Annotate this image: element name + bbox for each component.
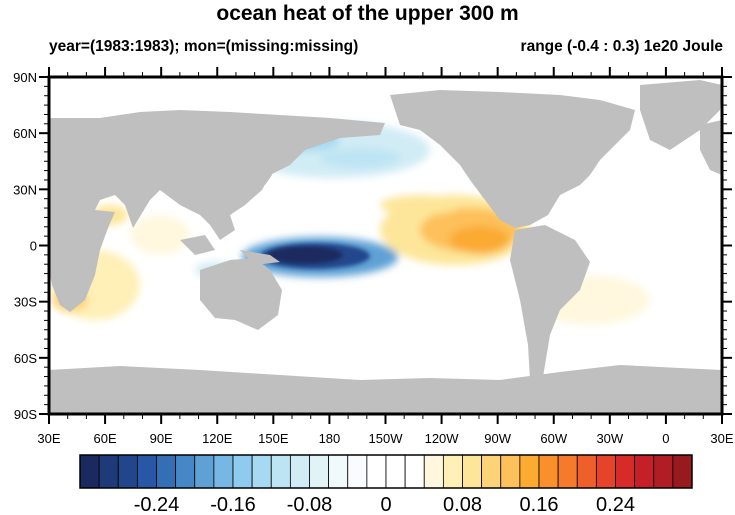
colorbar-label: 0.24: [596, 494, 635, 515]
colorbar-label: 0: [380, 494, 391, 515]
lat-label: 90S: [14, 407, 37, 422]
colorbar-box: [462, 454, 483, 489]
lon-label: 90E: [150, 431, 173, 446]
lat-label: 30N: [13, 182, 37, 197]
lat-label: 0: [30, 239, 37, 254]
colorbar-box: [576, 454, 597, 489]
colorbar-box: [500, 454, 521, 489]
colorbar-box: [538, 454, 559, 489]
colorbar-label: 0.08: [443, 494, 482, 515]
colorbar-box: [615, 454, 636, 489]
lon-label: 0: [662, 431, 669, 446]
colorbar-box: [423, 454, 444, 489]
land-mask: [49, 80, 722, 414]
colorbar-box: [595, 454, 616, 489]
colorbar-box: [289, 454, 310, 489]
subtitle-right: range (-0.4 : 0.3) 1e20 Joule: [520, 38, 723, 55]
colorbar-box: [117, 454, 138, 489]
colorbar: -0.24 -0.16 -0.08 0 0.08 0.16 0.24: [79, 454, 693, 515]
colorbar-box: [98, 454, 119, 489]
colorbar-box: [519, 454, 540, 489]
colorbar-frame: [79, 454, 693, 489]
lon-label: 30E: [37, 431, 60, 446]
colorbar-box: [328, 454, 349, 489]
colorbar-box: [213, 454, 234, 489]
lon-label: 120E: [202, 431, 233, 446]
colorbar-box: [634, 454, 655, 489]
axis-ticks: [39, 67, 732, 424]
lon-label: 30W: [596, 431, 623, 446]
colorbar-label: -0.16: [210, 494, 256, 515]
colorbar-box: [156, 454, 177, 489]
colorbar-box: [232, 454, 253, 489]
colorbar-box: [270, 454, 291, 489]
lat-label: 60N: [13, 126, 37, 141]
lon-label: 120W: [425, 431, 460, 446]
map-area: [49, 77, 722, 414]
colorbar-box: [136, 454, 157, 489]
plot-title: ocean heat of the upper 300 m: [216, 2, 519, 25]
lon-label: 60W: [540, 431, 567, 446]
colorbar-box: [672, 454, 693, 489]
lat-label: 90N: [13, 70, 37, 85]
lat-labels: 90N 60N 30N 0 30S 60S 90S: [13, 70, 37, 422]
lat-label: 60S: [14, 351, 37, 366]
colorbar-box: [404, 454, 425, 489]
lon-labels: 30E 60E 90E 120E 150E 180 150W 120W 90W 60W 30W 0 30…: [37, 431, 733, 446]
colorbar-box: [251, 454, 272, 489]
colorbar-box: [557, 454, 578, 489]
colorbar-box: [653, 454, 674, 489]
colorbar-box: [385, 454, 406, 489]
colorbar-box: [309, 454, 330, 489]
lon-label: 30E: [710, 431, 733, 446]
colorbar-label: -0.08: [287, 494, 333, 515]
lon-label: 180: [319, 431, 341, 446]
colorbar-label: 0.16: [520, 494, 559, 515]
lat-label: 30S: [14, 295, 37, 310]
colorbar-box: [175, 454, 196, 489]
colorbar-box: [347, 454, 368, 489]
subtitle-left: year=(1983:1983); mon=(missing:missing): [49, 38, 359, 55]
colorbar-box: [366, 454, 387, 489]
colorbar-box: [79, 454, 100, 489]
colorbar-box: [442, 454, 463, 489]
colorbar-box: [481, 454, 502, 489]
colorbar-box: [194, 454, 215, 489]
lon-label: 150E: [258, 431, 289, 446]
lon-label: 90W: [484, 431, 511, 446]
lon-label: 60E: [94, 431, 117, 446]
lon-label: 150W: [369, 431, 404, 446]
colorbar-label: -0.24: [134, 494, 180, 515]
